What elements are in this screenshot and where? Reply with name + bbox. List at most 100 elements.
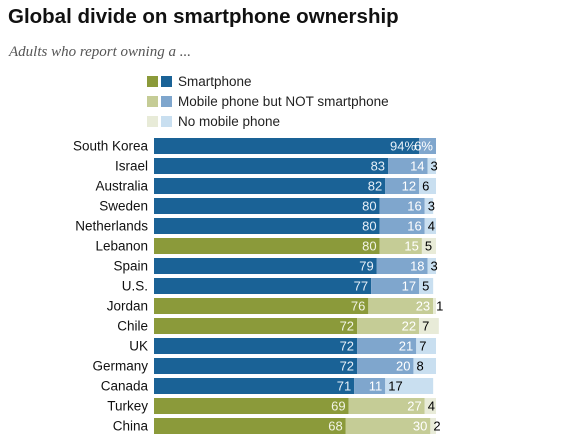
bar-segment (357, 338, 417, 354)
bar-segment (424, 198, 434, 214)
bar-segment (385, 178, 420, 194)
value-label: 3 (431, 159, 438, 174)
value-label: 6% (414, 139, 433, 154)
bar-segment (379, 218, 425, 234)
bar-segment (154, 138, 420, 154)
value-label: 14 (410, 159, 424, 174)
category-label: Australia (95, 179, 148, 194)
bar-segment (345, 418, 431, 434)
value-label: 79 (359, 259, 373, 274)
bar-segment (154, 158, 389, 174)
value-label: 68 (328, 419, 342, 434)
bar-segment (154, 298, 369, 314)
value-label: 6 (422, 179, 429, 194)
category-label: UK (129, 339, 148, 354)
bar-segment (419, 138, 436, 154)
legend-label: Mobile phone but NOT smartphone (178, 94, 389, 109)
value-label: 80 (362, 199, 376, 214)
bar-segment (154, 258, 377, 274)
legend-swatch-blue (161, 96, 172, 107)
bar-segment (433, 298, 436, 314)
category-label: Spain (113, 259, 148, 274)
value-label: 12 (402, 179, 416, 194)
chart-subtitle: Adults who report owning a ... (9, 44, 191, 60)
bar-segment (419, 318, 439, 334)
bar-segment (154, 178, 386, 194)
bar-segment (154, 238, 380, 254)
value-label: 69 (331, 399, 345, 414)
bar-segment (154, 338, 358, 354)
value-label: 76 (351, 299, 365, 314)
value-label: 4 (428, 219, 435, 234)
bar-segment (154, 358, 358, 374)
value-label: 72 (340, 359, 354, 374)
category-label: Netherlands (75, 219, 148, 234)
value-label: 80 (362, 219, 376, 234)
category-label: Sweden (99, 199, 148, 214)
category-label: Israel (115, 159, 148, 174)
value-label: 30 (413, 419, 427, 434)
chart-title: Global divide on smartphone ownership (8, 5, 399, 28)
bar-segment (154, 318, 358, 334)
bar-segment (354, 378, 386, 394)
value-label: 3 (431, 259, 438, 274)
bar-segment (419, 278, 434, 294)
value-label: 77 (354, 279, 368, 294)
bar-segment (154, 398, 349, 414)
category-label: China (113, 419, 149, 434)
bar-segment (427, 258, 436, 274)
bar-segment (388, 158, 428, 174)
value-label: 16 (407, 219, 421, 234)
category-label: Chile (117, 319, 148, 334)
legend: Smartphone Mobile phone but NOT smartphon… (147, 74, 389, 129)
legend-swatch-blue (161, 76, 172, 87)
bar-segment (424, 398, 436, 414)
value-label: 72 (340, 339, 354, 354)
legend-swatch-green (147, 96, 158, 107)
legend-swatch-green (147, 76, 158, 87)
value-label: 21 (399, 339, 413, 354)
category-label: South Korea (73, 139, 149, 154)
value-label: 16 (407, 199, 421, 214)
bar-segment (421, 238, 436, 254)
bar-segment (430, 418, 436, 434)
value-label: 7 (422, 319, 429, 334)
value-label: 5 (422, 279, 429, 294)
value-label: 94% (390, 139, 416, 154)
value-label: 22 (402, 319, 416, 334)
legend-label: No mobile phone (178, 114, 280, 129)
value-label: 20 (396, 359, 410, 374)
bar-segment (154, 198, 380, 214)
bar-segment (379, 238, 422, 254)
value-label: 3 (428, 199, 435, 214)
bar-segment (154, 418, 346, 434)
value-label: 17 (388, 379, 402, 394)
bar-segment (427, 158, 436, 174)
bar-segment (154, 218, 380, 234)
bar-segment (154, 278, 372, 294)
bar-segment (379, 198, 425, 214)
value-label: 82 (368, 179, 382, 194)
category-label: Turkey (107, 399, 148, 414)
value-label: 83 (371, 159, 385, 174)
value-label: 72 (340, 319, 354, 334)
value-label: 7 (419, 339, 426, 354)
category-label: Germany (92, 359, 148, 374)
value-label: 23 (416, 299, 430, 314)
value-label: 15 (404, 239, 418, 254)
value-label: 8 (416, 359, 423, 374)
value-label: 18 (410, 259, 424, 274)
value-label: 80 (362, 239, 376, 254)
bar-segment (419, 178, 436, 194)
value-label: 2 (433, 419, 440, 434)
legend-label: Smartphone (178, 74, 252, 89)
value-label: 27 (407, 399, 421, 414)
value-label: 5 (425, 239, 432, 254)
legend-swatch-green (147, 116, 158, 127)
category-label: Canada (101, 379, 149, 394)
bar-segment (424, 218, 436, 234)
category-label: Lebanon (95, 239, 148, 254)
value-label: 17 (402, 279, 416, 294)
